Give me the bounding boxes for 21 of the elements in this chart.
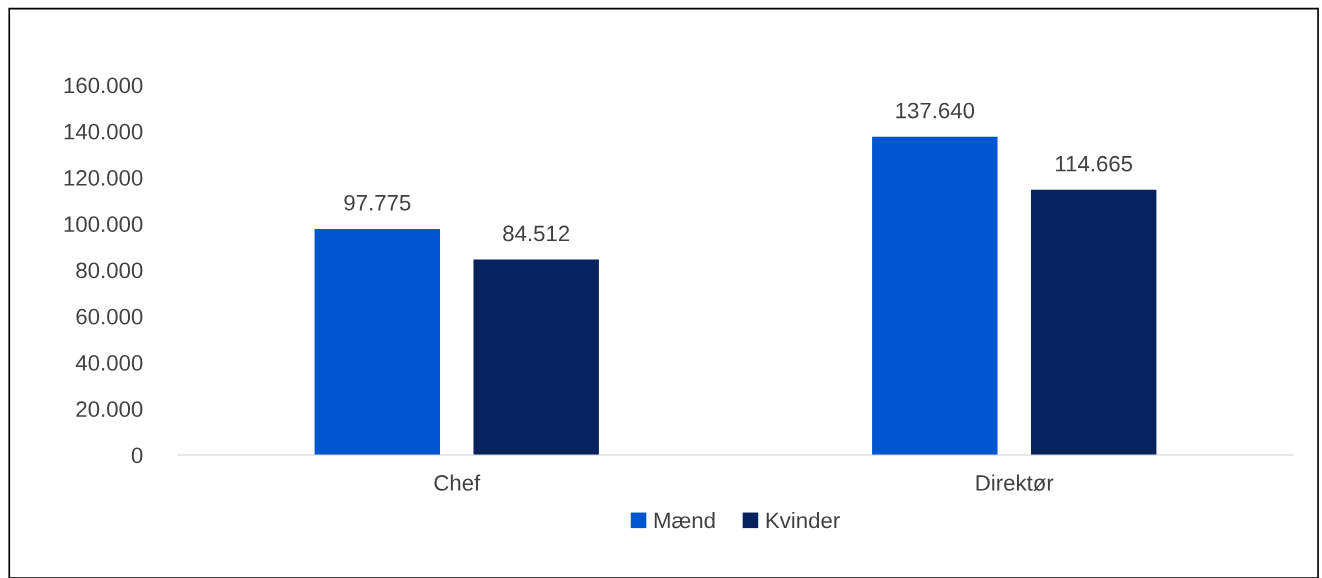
y-tick-label: 160.000 bbox=[64, 77, 143, 94]
text: 114.665 bbox=[1056, 155, 1133, 172]
bar bbox=[314, 228, 441, 455]
y-tick-label: 120.000 bbox=[64, 170, 143, 186]
y-tick-label: 60.000 bbox=[76, 308, 143, 325]
bar bbox=[872, 136, 998, 455]
y-tick-label: 100.000 bbox=[64, 216, 143, 233]
y-tick-label: 80.000 bbox=[76, 262, 143, 279]
x-tick-label: Chef bbox=[434, 474, 481, 491]
legend-label: Mænd bbox=[654, 512, 715, 529]
bar bbox=[1030, 189, 1157, 455]
x-tick-label: Direktør bbox=[976, 474, 1054, 491]
y-tick-label: 0 bbox=[131, 447, 143, 464]
y-tick-label: 20.000 bbox=[76, 401, 143, 418]
y-tick-label: 40.000 bbox=[75, 355, 143, 371]
text: 84.512 bbox=[503, 225, 570, 242]
y-tick-label: 140.000 bbox=[64, 123, 143, 140]
bar bbox=[473, 259, 599, 455]
text: 97.775 bbox=[344, 194, 411, 211]
text: 137.640 bbox=[896, 102, 975, 119]
legend-label: Kvinder bbox=[766, 512, 840, 529]
